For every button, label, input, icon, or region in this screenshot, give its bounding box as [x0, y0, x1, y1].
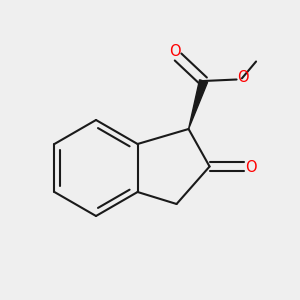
- Text: O: O: [169, 44, 181, 59]
- Polygon shape: [189, 80, 208, 129]
- Text: O: O: [245, 160, 256, 175]
- Text: O: O: [237, 70, 249, 86]
